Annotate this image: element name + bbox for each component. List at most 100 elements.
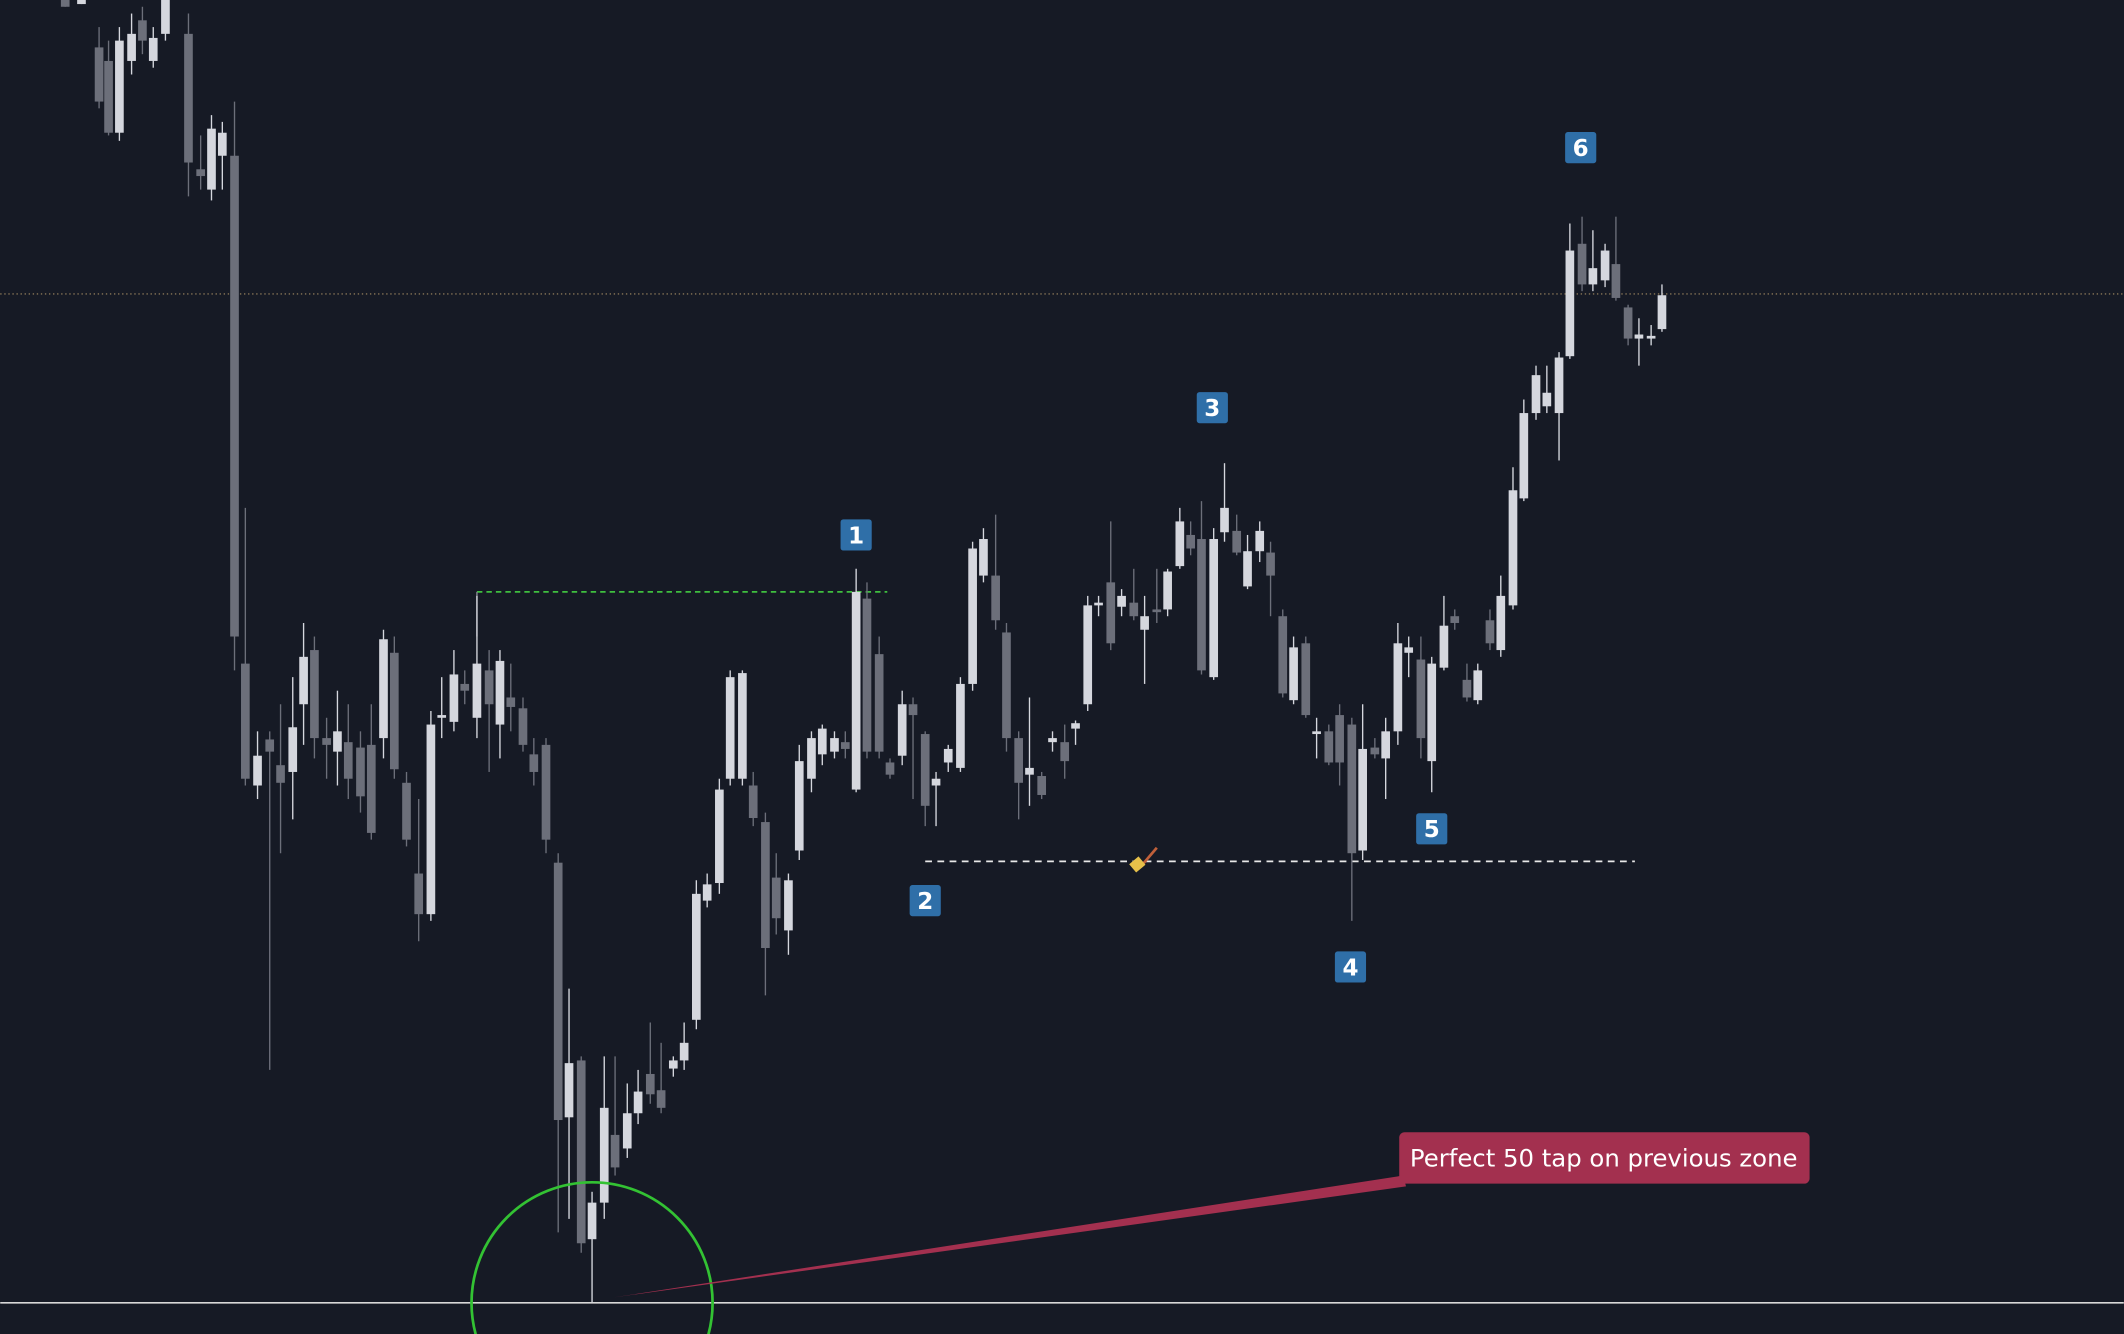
candle-body xyxy=(104,60,113,133)
candle-body xyxy=(472,663,482,718)
wave-marker-box xyxy=(1196,392,1228,424)
callout-box xyxy=(1399,1132,1810,1184)
candle-body xyxy=(1496,595,1506,651)
candle-body xyxy=(1427,663,1437,762)
candle-body xyxy=(1117,595,1126,607)
candle-body xyxy=(761,822,770,949)
candle-body xyxy=(449,674,459,722)
candle-body xyxy=(1416,659,1426,739)
wave-marker-label: 2 xyxy=(917,889,933,915)
candle-body xyxy=(553,862,563,1121)
candle-body xyxy=(715,789,724,884)
candle-body xyxy=(794,761,804,851)
candle-body xyxy=(840,742,850,749)
callout-text: Perfect 50 tap on previous zone xyxy=(1410,1143,1798,1172)
candle-body xyxy=(484,670,494,705)
candle-body xyxy=(1175,521,1185,567)
candle-body xyxy=(1312,731,1321,735)
candle-body xyxy=(426,724,436,915)
brush-head xyxy=(1129,856,1146,873)
candle-body xyxy=(77,0,86,5)
candle-body xyxy=(885,762,895,775)
candle-body xyxy=(1358,748,1367,851)
candle-body xyxy=(437,715,447,718)
wave-marker-box xyxy=(1565,132,1597,164)
candle-body xyxy=(622,1113,632,1149)
candle-body xyxy=(460,683,470,691)
candle-body xyxy=(1255,530,1265,552)
candle-body xyxy=(1393,643,1403,732)
candle-body xyxy=(908,704,918,716)
candle-body xyxy=(253,755,262,786)
candle-body xyxy=(1243,551,1252,587)
candle-body xyxy=(322,738,331,745)
candle-body xyxy=(414,873,424,915)
candle-body xyxy=(276,765,285,783)
candle-body xyxy=(379,639,388,739)
candle-body xyxy=(1577,243,1587,285)
candle-body xyxy=(1473,670,1483,701)
wave-markers: 1 2 3 4 5 6 xyxy=(840,132,1597,983)
candles xyxy=(60,0,1667,1303)
candle-body xyxy=(1278,616,1288,694)
candle-body xyxy=(599,1107,609,1203)
candle-body xyxy=(1508,490,1518,606)
candle-body xyxy=(506,697,516,707)
wave-marker-box xyxy=(1416,813,1448,845)
candle-body xyxy=(979,539,988,576)
wave-marker-label: 6 xyxy=(1573,136,1589,162)
candle-body xyxy=(299,656,308,705)
candle-body xyxy=(748,785,758,819)
candle-body xyxy=(1347,724,1357,854)
candle-body xyxy=(1266,552,1275,576)
candle-body xyxy=(1634,334,1644,339)
candle-body xyxy=(738,673,747,779)
candle-body xyxy=(817,728,827,755)
candle-body xyxy=(1519,413,1529,499)
candle-body xyxy=(1370,747,1380,755)
candle-body xyxy=(1335,715,1344,763)
candle-body xyxy=(127,33,136,61)
candle-body xyxy=(1324,731,1334,763)
candle-body xyxy=(94,47,104,102)
candle-body xyxy=(1048,738,1057,743)
candle-body xyxy=(645,1073,655,1095)
candle-body xyxy=(702,884,712,901)
candle-body xyxy=(1186,534,1195,549)
candle-body xyxy=(1404,647,1414,653)
candle-body xyxy=(184,33,193,163)
candle-body xyxy=(1542,392,1552,407)
wave-marker-label: 3 xyxy=(1204,396,1220,422)
candle-body xyxy=(196,169,205,177)
candle-body xyxy=(1014,738,1023,783)
candle-body xyxy=(161,0,170,34)
candle-body xyxy=(265,739,275,752)
candle-body xyxy=(956,683,965,768)
candle-body xyxy=(1289,647,1298,701)
candle-body xyxy=(1657,295,1667,330)
candle-body xyxy=(830,738,839,752)
candle-body xyxy=(1060,742,1070,762)
candle-body xyxy=(1611,264,1621,298)
candle-body xyxy=(1140,616,1149,630)
candle-body xyxy=(495,660,505,725)
candle-body xyxy=(333,731,342,752)
brush-icon xyxy=(1129,846,1158,873)
wave-marker-box xyxy=(1334,951,1367,983)
candle-body xyxy=(541,744,551,840)
highlight-circle xyxy=(470,1180,714,1334)
candle-body xyxy=(1197,539,1206,671)
candle-body xyxy=(1588,268,1598,285)
candle-body xyxy=(241,663,250,779)
wave-marker-label: 1 xyxy=(848,523,864,549)
candle-body xyxy=(1083,605,1093,705)
candle-body xyxy=(1600,250,1610,281)
candle-body xyxy=(725,677,735,779)
candle-body xyxy=(366,744,376,833)
candle-body xyxy=(310,650,319,739)
candle-body xyxy=(217,132,227,156)
candle-body xyxy=(230,155,239,637)
candle-body xyxy=(1232,530,1242,553)
callout-pointer xyxy=(613,1175,1406,1298)
